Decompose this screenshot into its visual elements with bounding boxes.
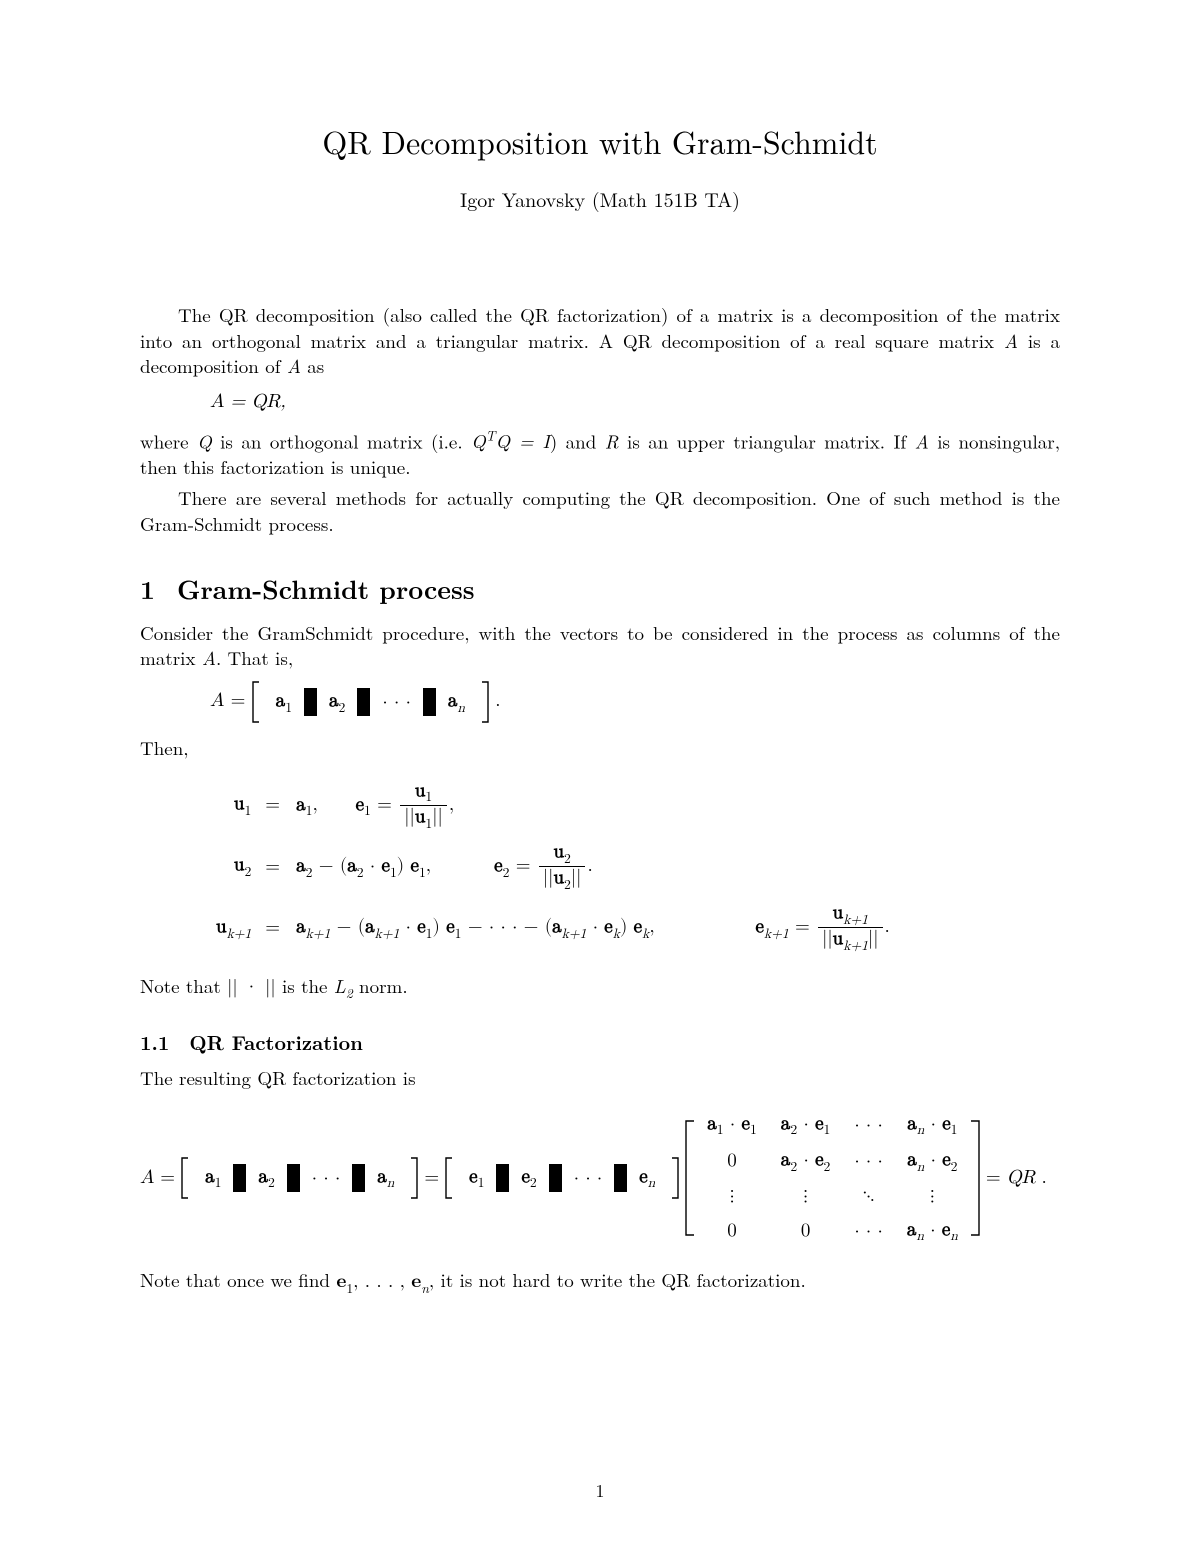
text: =: [160, 1165, 175, 1191]
text: , . . . ,: [353, 1266, 411, 1293]
note-norm: Note that || · || is the L2 norm.: [140, 973, 1060, 1002]
math-en: e: [411, 1265, 421, 1293]
text: norm.: [353, 972, 408, 999]
math-A: A: [1004, 327, 1018, 354]
right-bracket-icon: [671, 1157, 679, 1199]
math-A: A: [202, 644, 216, 671]
matrix-a-columns: a1 a2 · · · an: [252, 681, 489, 723]
matrix-body: a1 · e1 a2 · e1 · · · an · e1 0 a2 · e2 …: [695, 1107, 970, 1249]
right-bracket-icon: [481, 681, 489, 723]
eq-u1: u1 = a1, e1 = u1 ||u1|| ,: [210, 775, 896, 836]
right-bracket-icon: [410, 1157, 418, 1199]
math-e1: e: [336, 1265, 346, 1293]
text: =: [986, 1165, 1001, 1191]
document-author: Igor Yanovsky (Math 151B TA): [140, 185, 1060, 212]
sub: n: [421, 1278, 429, 1297]
text: The QR decomposition (also called the QR…: [140, 301, 1060, 354]
text: Note that || · || is the: [140, 972, 334, 999]
text: ) and: [550, 427, 605, 454]
math-A: A: [915, 427, 929, 454]
page-number: 1: [0, 1479, 1200, 1503]
section-1-heading: 1 Gram-Schmidt process: [140, 571, 1060, 606]
math-L2: L2: [334, 972, 353, 999]
right-bracket-icon: [970, 1120, 980, 1236]
eq-qr-factorization: A = a1 a2 · · · an = e1 e2 · · · en: [140, 1107, 1060, 1249]
eq-a-columns: A = a1 a2 · · · an .: [210, 681, 1060, 723]
sec1-para-1: Consider the GramSchmidt procedure, with…: [140, 620, 1060, 671]
left-bracket-icon: [685, 1120, 695, 1236]
matrix-a-cols: a1 a2 · · · an: [181, 1157, 418, 1199]
text: . That is,: [216, 644, 293, 671]
document-title: QR Decomposition with Gram-Schmidt: [140, 120, 1060, 163]
section-number: 1: [140, 570, 155, 607]
text: .: [1041, 1165, 1046, 1191]
intro-para-2: where Q is an orthogonal matrix (i.e. QT…: [140, 427, 1060, 480]
left-bracket-icon: [445, 1157, 453, 1199]
note-final: Note that once we find e1, . . . , en, i…: [140, 1267, 1060, 1296]
gram-schmidt-equations: u1 = a1, e1 = u1 ||u1|| , u2 = a2: [210, 775, 1060, 959]
matrix-cells: a1 a2 · · · an: [266, 688, 475, 716]
text: , it is not hard to write the QR factori…: [429, 1266, 806, 1293]
math-QR: QR: [1007, 1165, 1036, 1191]
subsection-number: 1.1: [140, 1027, 169, 1056]
subsection-1-1-heading: 1.1 QR Factorization: [140, 1028, 1060, 1055]
text: =: [424, 1165, 439, 1191]
intro-para-3: There are several methods for actually c…: [140, 485, 1060, 536]
text: .: [495, 691, 500, 710]
math-A: A: [140, 1165, 154, 1191]
section-title: Gram-Schmidt process: [177, 570, 475, 607]
intro-para-1: The QR decomposition (also called the QR…: [140, 302, 1060, 379]
math-R: R: [605, 427, 619, 454]
math-A: A: [287, 352, 301, 379]
text: =: [231, 691, 252, 710]
subsection-title: QR Factorization: [189, 1027, 362, 1056]
eq-u2: u2 = a2 − (a2 · e1) e1, e2 = u2 ||u2|| .: [210, 836, 896, 897]
text: as: [301, 352, 324, 379]
eq-uk1: uk+1 = ak+1 − (ak+1 · e1) e1 − · · · − (…: [210, 897, 896, 958]
text: Note that once we find: [140, 1266, 336, 1293]
text: is an upper triangular matrix. If: [619, 427, 915, 454]
left-bracket-icon: [181, 1157, 189, 1199]
matrix-r-upper: a1 · e1 a2 · e1 · · · an · e1 0 a2 · e2 …: [685, 1107, 980, 1249]
left-bracket-icon: [252, 681, 260, 723]
sub1-para-1: The resulting QR factorization is: [140, 1065, 1060, 1091]
math-QtQ: QTQ = I: [471, 427, 550, 454]
then: Then,: [140, 735, 1060, 761]
text: is an orthogonal matrix (i.e.: [212, 427, 471, 454]
page: QR Decomposition with Gram-Schmidt Igor …: [0, 0, 1200, 1553]
eq-a-eq-qr: A = QR,: [210, 389, 1060, 415]
math-Q: Q: [197, 427, 212, 454]
matrix-e-cols: e1 e2 · · · en: [445, 1157, 679, 1199]
sub: 1: [346, 1278, 353, 1297]
text: where: [140, 427, 197, 454]
math-A: A: [210, 691, 224, 710]
